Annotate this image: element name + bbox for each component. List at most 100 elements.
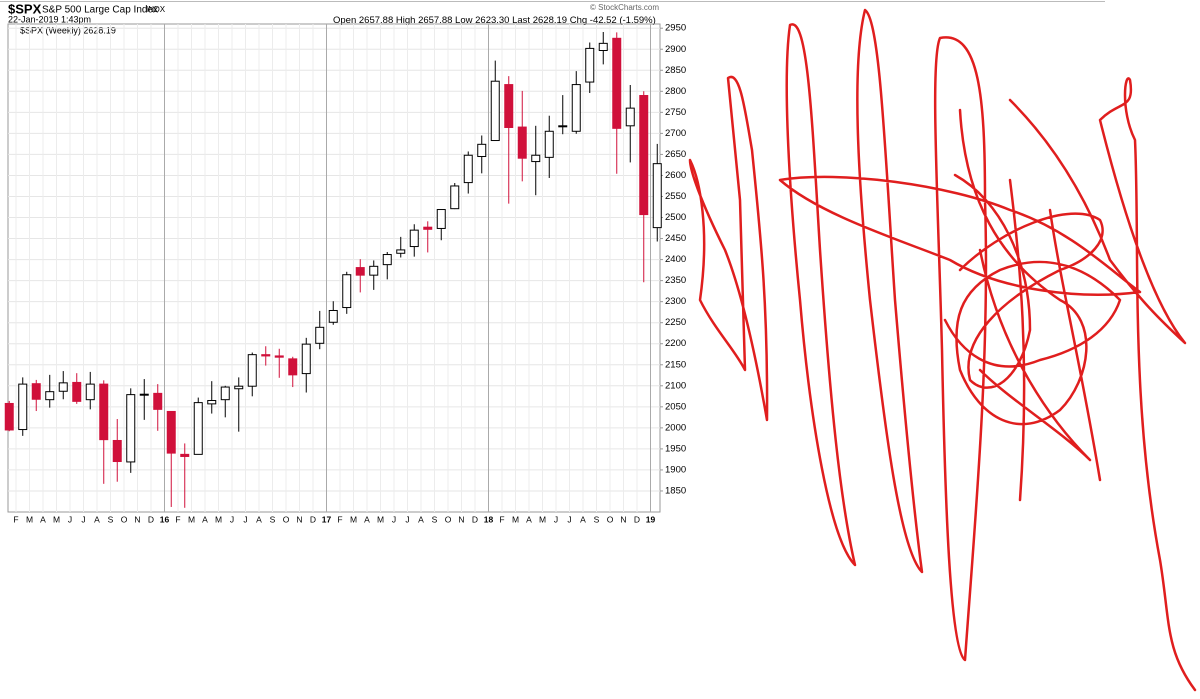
candle-body [315, 326, 325, 344]
candle-body [153, 392, 163, 410]
x-tick-label: D [310, 514, 316, 524]
candle-body [112, 439, 122, 463]
label: Last [512, 15, 530, 26]
y-tick-label: 2100 [665, 380, 686, 391]
candle-body [45, 391, 55, 401]
candle-body [396, 249, 406, 254]
x-tick-label: S [108, 514, 114, 524]
candle-body [355, 267, 365, 276]
date: 22-Jan-2019 1:43pm [8, 14, 91, 24]
y-tick-label: 2000 [665, 422, 686, 433]
x-tick-label: J [230, 514, 234, 524]
x-tick-label: A [202, 514, 208, 524]
y-tick-label: 2450 [665, 233, 686, 244]
candle-body [288, 358, 298, 376]
x-tick-label: F [175, 514, 180, 524]
y-tick-label: 2350 [665, 275, 686, 286]
candle-body [490, 80, 500, 142]
y-tick-label: 2200 [665, 338, 686, 349]
y-tick-label: 2700 [665, 128, 686, 139]
x-tick-label: J [567, 514, 571, 524]
y-tick-label: 2050 [665, 401, 686, 412]
y-tick-label: 2300 [665, 296, 686, 307]
label: Low [455, 15, 473, 26]
x-tick-label: J [554, 514, 558, 524]
x-tick-label: 18 [484, 514, 494, 524]
x-tick-label: J [243, 514, 247, 524]
candle-body [639, 95, 649, 216]
y-tick-label: 2500 [665, 212, 686, 223]
y-tick-label: 2650 [665, 149, 686, 160]
x-tick-label: D [634, 514, 640, 524]
x-tick-label: J [81, 514, 85, 524]
candle-body [328, 309, 338, 323]
scribble [688, 8, 1197, 692]
candle-body [463, 154, 473, 184]
y-tick-label: 2400 [665, 254, 686, 265]
value: 2623.30 [475, 15, 509, 26]
x-tick-label: N [620, 514, 626, 524]
candle-body [571, 84, 581, 132]
candle-body [652, 163, 662, 229]
x-tick-label: J [392, 514, 396, 524]
candle-body [382, 254, 392, 266]
y-tick-label: 1900 [665, 464, 686, 475]
candle-body [220, 386, 230, 401]
x-tick-label: M [188, 514, 195, 524]
y-tick-label: 2950 [665, 23, 686, 34]
x-tick-label: A [526, 514, 532, 524]
x-tick-label: A [94, 514, 100, 524]
y-tick-label: 2750 [665, 107, 686, 118]
y-tick-label: 2800 [665, 86, 686, 97]
x-tick-label: N [296, 514, 302, 524]
candle-body [31, 383, 41, 400]
label: Chg [570, 15, 587, 26]
x-tick-label: M [53, 514, 60, 524]
candle-body [517, 126, 527, 159]
candle-body [585, 47, 595, 83]
label: High [396, 15, 416, 26]
candle-body [18, 383, 28, 431]
x-tick-label: S [270, 514, 276, 524]
candle-body [180, 453, 190, 457]
value: -42.52 (-1.59%) [590, 15, 656, 26]
candle-body [504, 84, 514, 128]
candle-body [369, 265, 379, 276]
label: Open [333, 15, 356, 26]
x-tick-label: 19 [646, 514, 656, 524]
x-tick-label: O [607, 514, 614, 524]
candle-body [612, 37, 622, 129]
candle-body [598, 42, 608, 52]
x-tick-label: M [215, 514, 222, 524]
candle-body [477, 143, 487, 158]
candle-body [139, 393, 149, 396]
candle-body [274, 355, 284, 358]
value: 2657.88 [418, 15, 452, 26]
y-tick-label: 2250 [665, 317, 686, 328]
candle-body [58, 382, 68, 392]
source: © StockCharts.com [590, 3, 659, 12]
y-tick-label: 2550 [665, 191, 686, 202]
candle-body [207, 400, 217, 405]
candle-body [342, 274, 352, 309]
x-tick-label: J [68, 514, 72, 524]
value: 2657.88 [359, 15, 393, 26]
x-tick-label: O [445, 514, 452, 524]
symbol: $SPX [8, 1, 42, 16]
y-tick-label: 2850 [665, 65, 686, 76]
x-tick-label: M [26, 514, 33, 524]
candle-body [409, 229, 419, 248]
x-tick-label: S [594, 514, 600, 524]
x-tick-label: A [256, 514, 262, 524]
candle-body [234, 385, 244, 390]
candle-body [436, 209, 446, 229]
x-tick-label: A [580, 514, 586, 524]
exchange: INDX [146, 5, 166, 14]
candle-body [450, 185, 460, 210]
value: 2628.19 [533, 15, 567, 26]
x-tick-label: F [13, 514, 18, 524]
legend: $SPX (Weekly) 2628.19 [20, 25, 116, 35]
x-tick-label: J [405, 514, 409, 524]
